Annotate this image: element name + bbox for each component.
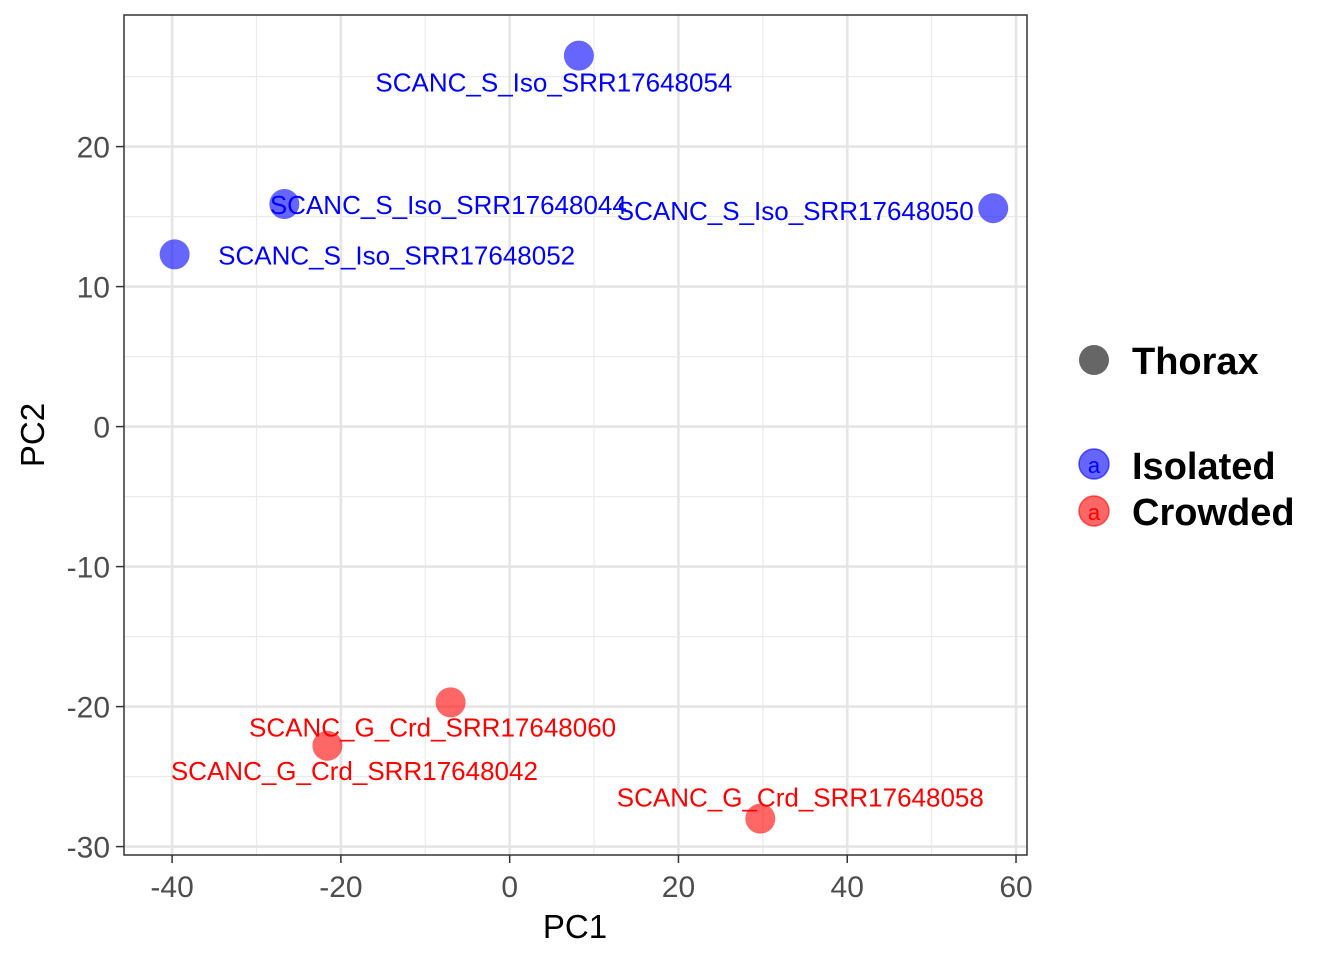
point-label: SCANC_G_Crd_SRR17648060	[249, 712, 616, 742]
x-axis-title: PC1	[543, 908, 607, 945]
x-tick-label: 20	[662, 871, 695, 904]
legend: Thorax a Isolated a Crowded	[1078, 341, 1295, 534]
legend-label-isolated: Isolated	[1132, 446, 1276, 488]
y-tick-label: 0	[93, 412, 110, 445]
point-labels: SCANC_S_Iso_SRR17648054 SCANC_S_Iso_SRR17…	[171, 68, 984, 813]
point-label: SCANC_S_Iso_SRR17648052	[218, 240, 575, 270]
point-label: SCANC_G_Crd_SRR17648058	[617, 783, 984, 813]
x-tick-label: 40	[831, 871, 864, 904]
y-axis-title: PC2	[14, 403, 51, 467]
data-point-isolated	[159, 239, 190, 270]
y-tick-label: -30	[67, 832, 110, 865]
legend-key-crowded	[1078, 495, 1110, 527]
y-tick-label: -20	[67, 692, 110, 725]
point-label: SCANC_S_Iso_SRR17648050	[617, 196, 974, 226]
legend-label-crowded: Crowded	[1132, 492, 1295, 534]
plot-panel	[124, 15, 1027, 855]
data-point-crowded	[312, 730, 343, 761]
x-tick-label: 0	[501, 871, 518, 904]
data-point-crowded	[745, 803, 776, 834]
y-tick-label: 10	[77, 272, 110, 305]
point-label: SCANC_S_Iso_SRR17648044	[270, 190, 627, 220]
data-point-isolated	[978, 193, 1009, 224]
x-tick-label: -20	[319, 871, 362, 904]
legend-key-isolated	[1078, 448, 1110, 480]
data-points	[159, 40, 1009, 834]
legend-shape-key	[1079, 345, 1109, 375]
y-tick-label: 20	[77, 132, 110, 165]
legend-shape-title: Thorax	[1132, 341, 1259, 383]
legend-key-glyph-crowded: a	[1088, 500, 1101, 525]
axes: -40 -20 0 20 40 60 -30 -20 -10 0 10 20	[67, 132, 1033, 904]
point-label: SCANC_G_Crd_SRR17648042	[171, 756, 538, 786]
data-point-crowded	[435, 687, 466, 718]
grid-lines	[124, 15, 1027, 855]
x-tick-label: 60	[999, 871, 1032, 904]
y-tick-label: -10	[67, 552, 110, 585]
plot-panel-border	[123, 14, 1028, 856]
data-point-isolated	[269, 189, 300, 219]
legend-key-glyph-isolated: a	[1088, 453, 1101, 478]
point-label: SCANC_S_Iso_SRR17648054	[375, 68, 732, 98]
x-tick-label: -40	[150, 871, 193, 904]
data-point-isolated	[563, 40, 594, 71]
